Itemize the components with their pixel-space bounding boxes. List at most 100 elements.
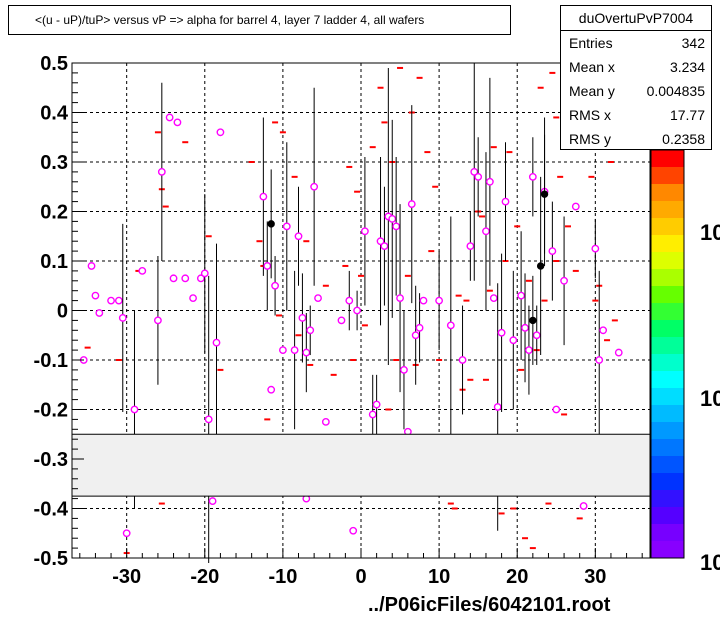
data-point: [189, 294, 197, 303]
stats-row-rms-y: RMS y 0.2358: [561, 127, 711, 151]
colorbar-swatch: [651, 303, 684, 321]
colorbar-swatch: [651, 235, 684, 253]
data-point: [470, 167, 479, 176]
colorbar-swatch: [651, 218, 684, 236]
data-point: [493, 403, 502, 411]
colorbar-swatch: [651, 286, 684, 304]
data-point: [497, 328, 506, 337]
x-tick-label: 20: [506, 566, 528, 588]
plot-area: -30 -20 -10 0 10 20 30 -0.5 -0.4 -0.3 -0.2 -0.1 0 0.1…: [34, 53, 651, 588]
data-point: [259, 192, 268, 201]
data-point: [314, 294, 322, 303]
stats-value: 0.004835: [646, 83, 705, 99]
data-point: [509, 336, 518, 345]
stats-histogram-name: duOvertuPvP7004: [561, 6, 711, 31]
colorbar-swatch: [651, 320, 684, 338]
colorbar-swatch: [651, 541, 684, 559]
data-point: [169, 274, 178, 283]
data-point: [267, 385, 276, 394]
colorbar-swatch: [651, 337, 684, 355]
data-point: [87, 262, 96, 270]
colorbar-swatch: [651, 269, 684, 287]
data-point-filled: [536, 262, 545, 270]
data-point: [130, 405, 139, 414]
colorbar-swatch: [651, 507, 684, 525]
chart-title-text: <(u - uP)/tuP> versus vP => alpha for ba…: [35, 13, 425, 27]
data-point: [411, 331, 420, 340]
data-point: [302, 348, 311, 357]
colorbar: 10 10 10: [650, 149, 720, 575]
chart-title: <(u - uP)/tuP> versus vP => alpha for ba…: [8, 5, 511, 35]
data-point: [532, 331, 541, 340]
colorbar-label: 10: [700, 550, 720, 575]
data-point: [548, 247, 557, 256]
data-point: [107, 296, 115, 305]
data-point: [595, 356, 604, 364]
colorbar-label: 10: [700, 386, 720, 411]
data-point: [521, 323, 529, 332]
data-point: [353, 306, 361, 315]
data-point-filled: [267, 220, 275, 228]
data-point: [118, 314, 127, 322]
x-tick-label: 10: [428, 566, 450, 588]
stats-box: duOvertuPvP7004 Entries 342 Mean x 3.234…: [560, 5, 712, 150]
data-point: [372, 400, 381, 409]
stats-value: 3.234: [669, 59, 705, 75]
data-point: [337, 316, 346, 325]
data-point: [388, 215, 397, 223]
data-point: [458, 356, 467, 364]
stats-row-rms-x: RMS x 17.77: [561, 103, 711, 127]
colorbar-swatch: [651, 473, 684, 491]
stats-value: 17.77: [669, 107, 705, 123]
y-tick-label: 0.4: [40, 103, 69, 125]
data-point: [91, 291, 100, 300]
colorbar-frame: [650, 149, 685, 559]
data-point: [204, 415, 213, 424]
data-point: [380, 242, 389, 251]
colorbar-swatch: [651, 371, 684, 389]
data-point: [614, 348, 623, 357]
colorbar-swatch: [651, 439, 684, 457]
data-point: [528, 172, 537, 181]
y-tick-label: 0.1: [40, 251, 68, 273]
data-point: [157, 167, 166, 176]
data-point: [501, 197, 510, 206]
gray-band: [71, 433, 651, 497]
data-point: [138, 266, 147, 275]
data-point: [419, 296, 428, 305]
data-point: [599, 326, 608, 335]
data-point: [196, 274, 205, 283]
data-point: [446, 321, 455, 330]
y-tick-label: 0.5: [40, 53, 68, 75]
colorbar-swatch: [651, 524, 684, 542]
colorbar-swatch: [651, 405, 684, 423]
data-point: [392, 222, 401, 231]
data-point: [290, 346, 299, 354]
data-point: [165, 113, 174, 122]
data-point: [400, 365, 408, 374]
data-point: [349, 526, 358, 535]
stats-row-entries: Entries 342: [561, 31, 711, 55]
data-point: [435, 296, 444, 305]
stats-label: Entries: [569, 35, 613, 51]
colorbar-swatch: [651, 184, 684, 202]
data-point: [552, 405, 561, 414]
colorbar-swatch: [651, 388, 684, 406]
data-point: [407, 200, 416, 208]
data-point: [122, 529, 131, 538]
data-point: [95, 309, 104, 317]
colorbar-swatch: [651, 150, 684, 168]
stats-label: Mean x: [569, 59, 615, 75]
colorbar-swatch: [651, 252, 684, 270]
x-tick-label: 30: [584, 566, 606, 588]
data-point-filled: [529, 316, 537, 325]
data-point: [310, 182, 319, 191]
data-point: [482, 227, 490, 236]
data-point: [396, 294, 404, 303]
data-point: [114, 296, 123, 305]
data-point: [263, 262, 272, 270]
colorbar-label: 10: [700, 220, 720, 245]
stats-value: 342: [681, 35, 705, 51]
data-point: [376, 237, 385, 246]
data-point-filled: [540, 190, 549, 198]
